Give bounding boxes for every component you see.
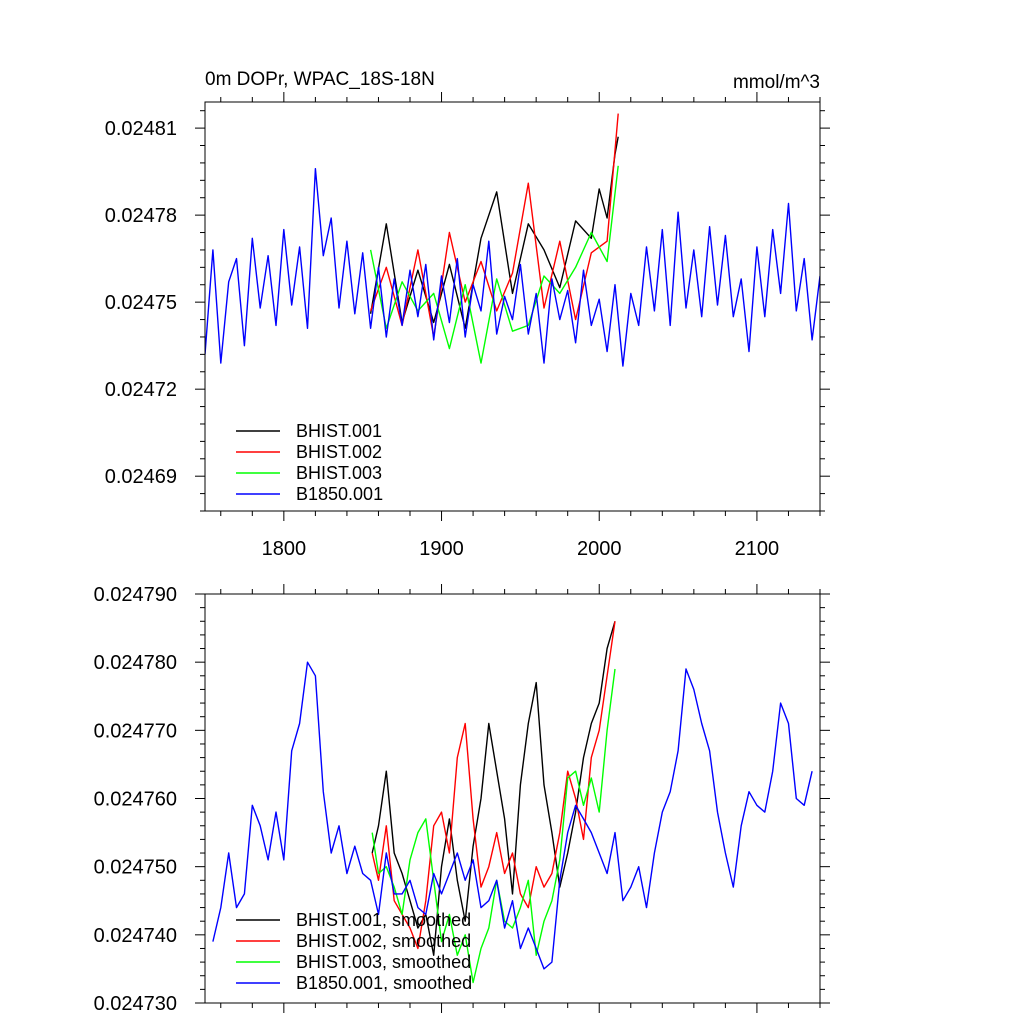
series-line-2: [371, 621, 616, 950]
plot-frame: [204, 101, 821, 512]
series-group: [205, 113, 820, 367]
legend-label-2: BHIST.002, smoothed: [296, 931, 471, 951]
y-tick-label: 0.02469: [105, 466, 177, 488]
y-tick-label: 0.02472: [105, 379, 177, 401]
series-line-1: [369, 136, 619, 329]
legend-label-1: BHIST.001, smoothed: [296, 910, 471, 930]
series-line-3: [369, 165, 619, 364]
legend-label-2: BHIST.002: [296, 442, 382, 462]
series-line-1: [371, 621, 616, 956]
y-tick-label: 0.024780: [94, 652, 177, 674]
legend-label-3: BHIST.003: [296, 463, 382, 483]
x-tick-label: 2000: [577, 538, 622, 560]
bottom-panel: 0.024730 0.024740 0.024750 0.024760 0.024770…: [94, 584, 830, 1015]
series-line-4: [212, 661, 813, 970]
y-tick-label: 0.02475: [105, 292, 177, 314]
series-line-4: [205, 167, 820, 367]
x-tick-label: 1900: [419, 538, 464, 560]
units-label: mmol/m^3: [733, 72, 820, 93]
legend-label-4: B1850.001, smoothed: [296, 973, 472, 993]
series-line-3: [371, 668, 616, 984]
y-tick-label: 0.024760: [94, 789, 177, 811]
y-tick-label: 0.024770: [94, 720, 177, 742]
legend-label-3: BHIST.003, smoothed: [296, 952, 471, 972]
chart-title: 0m DOPr, WPAC_18S-18N: [205, 69, 435, 90]
legend-label-1: BHIST.001: [296, 421, 382, 441]
y-tick-label: 0.024750: [94, 857, 177, 879]
y-tick-label: 0.024730: [94, 993, 177, 1015]
y-tick-label: 0.024740: [94, 925, 177, 947]
y-tick-label: 0.024790: [94, 584, 177, 606]
legend-label-4: B1850.001: [296, 484, 383, 504]
x-tick-label: 2100: [735, 538, 780, 560]
top-panel: 1800 1900 2000 2100 0.02469 0.02472 0.02475 0.0…: [105, 69, 830, 560]
series-group: [212, 621, 813, 984]
y-tick-label: 0.02478: [105, 205, 177, 227]
x-tick-label: 1800: [262, 538, 307, 560]
y-tick-label: 0.02481: [105, 118, 177, 140]
